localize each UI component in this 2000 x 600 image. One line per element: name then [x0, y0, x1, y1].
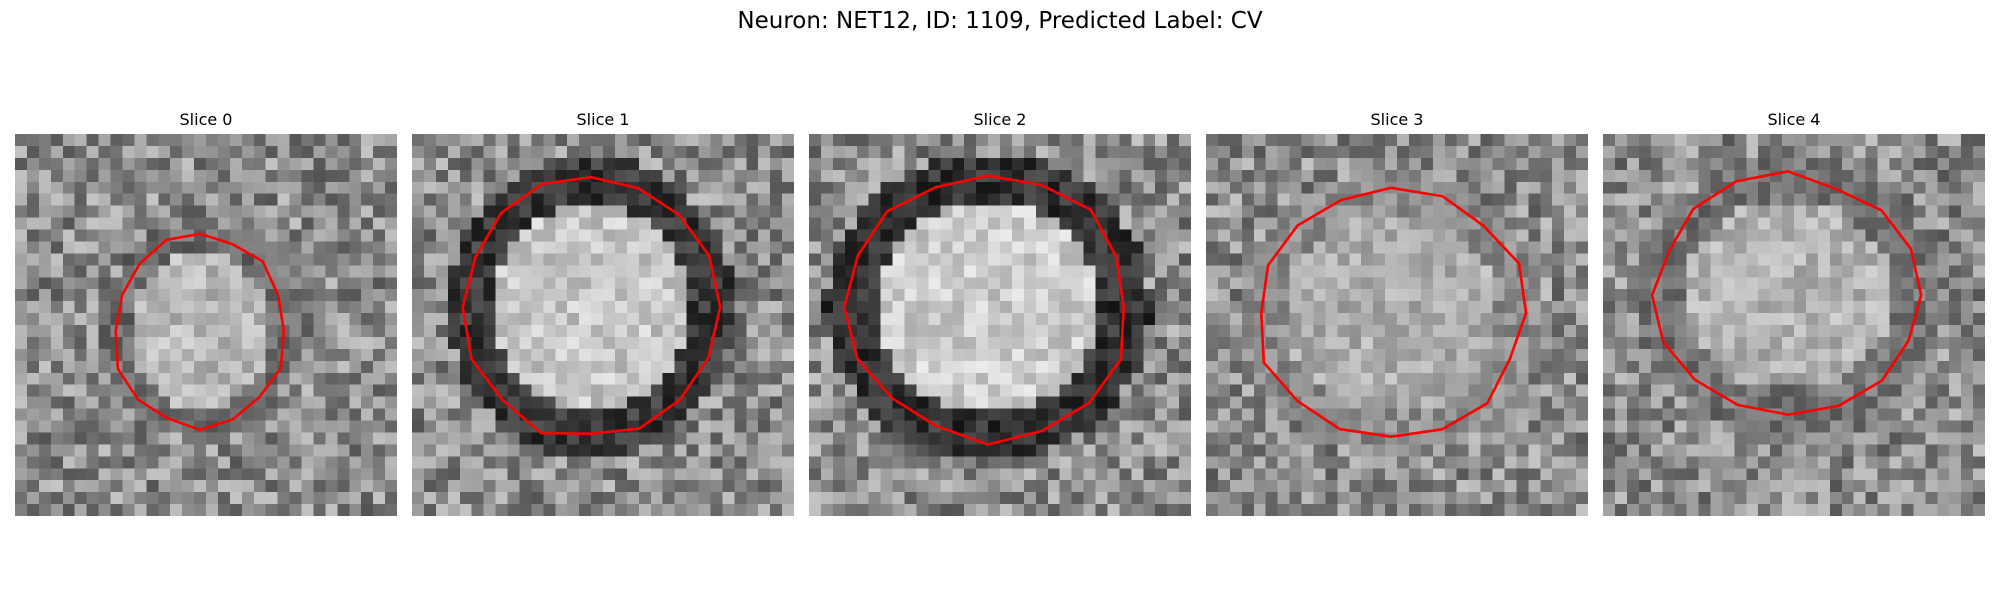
slice-panel-0: Slice 0 — [15, 108, 397, 516]
slice-title: Slice 2 — [973, 110, 1027, 129]
slice-title: Slice 1 — [576, 110, 630, 129]
slice-image — [1206, 134, 1588, 516]
cell-contour — [1259, 186, 1528, 439]
cell-contour — [1650, 170, 1923, 416]
figure-title: Neuron: NET12, ID: 1109, Predicted Label… — [737, 8, 1263, 34]
slice-title: Slice 0 — [179, 110, 233, 129]
slice-image — [809, 134, 1191, 516]
slice-title: Slice 4 — [1767, 110, 1821, 129]
slice-image — [15, 134, 397, 516]
slice-image — [1603, 134, 1985, 516]
cell-contour — [114, 232, 286, 432]
slice-panel-2: Slice 2 — [809, 108, 1191, 516]
slice-panel-1: Slice 1 — [412, 108, 794, 516]
slice-panel-4: Slice 4 — [1603, 108, 1985, 516]
cell-contour — [842, 174, 1125, 446]
cell-contour — [461, 175, 722, 435]
slice-panel-3: Slice 3 — [1206, 108, 1588, 516]
slice-image — [412, 134, 794, 516]
slice-title: Slice 3 — [1370, 110, 1424, 129]
